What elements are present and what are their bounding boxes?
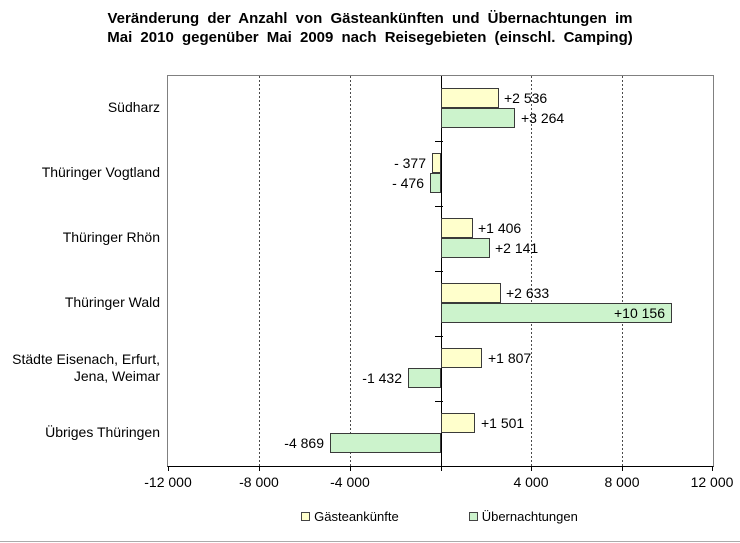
- bar-s1-c4: [408, 368, 441, 388]
- category-label: Thüringer Rhön: [62, 229, 160, 245]
- gridline: [258, 76, 260, 466]
- category-label: Städte Eisenach, Erfurt, Jena, Weimar: [12, 350, 160, 384]
- x-axis-tick-label: 8 000: [604, 474, 640, 490]
- bar-s1-c0: [441, 108, 515, 128]
- bar-s0-c2: [441, 218, 473, 238]
- legend-swatch-uebernachtungen: [468, 512, 478, 521]
- category-axis-labels: Südharz Thüringer Vogtland Thüringer Rhön T…: [0, 75, 160, 465]
- plot-area: +2 536 +3 264 - 377 - 476 +1 406 +2 141 +2 633…: [144, 75, 733, 490]
- legend-swatch-gaesteankuenfte: [301, 512, 311, 521]
- category-boundary-tick: [435, 401, 443, 402]
- bar-value-label: +2 633: [506, 285, 550, 301]
- bar-value-label: +1 406: [478, 220, 522, 236]
- x-axis-tick-label: -4 000: [330, 474, 370, 490]
- bar-s1-c2: [441, 238, 490, 258]
- bar-s0-c1: [432, 153, 441, 173]
- bar-value-label: +3 264: [521, 110, 565, 126]
- legend-item-gaesteankuenfte: Gästeankünfte: [301, 509, 399, 524]
- chart-title: Veränderung der Anzahl von Gästeankünfte…: [107, 10, 633, 46]
- bar-value-label: +1 501: [481, 415, 525, 431]
- category-boundary-tick: [435, 336, 443, 337]
- x-axis-tick-label: -12 000: [144, 474, 192, 490]
- bar-s0-c5: [441, 413, 475, 433]
- bar-value-label: -4 869: [284, 435, 324, 451]
- x-axis-tick: [350, 466, 351, 471]
- bar-value-label: - 377: [394, 155, 426, 171]
- bar-s0-c3: [441, 283, 501, 303]
- x-axis-tick: [712, 466, 713, 471]
- x-axis-tick: [168, 466, 169, 471]
- bar-value-label: +10 156: [614, 305, 665, 321]
- legend: Gästeankünfte Übernachtungen: [167, 509, 712, 524]
- x-axis-tick: [259, 466, 260, 471]
- legend-label-gaesteankuenfte: Gästeankünfte: [314, 509, 399, 524]
- page-bottom-divider: [0, 541, 740, 542]
- bar-s1-c3: [441, 303, 672, 323]
- bar-value-label: +1 807: [488, 350, 532, 366]
- x-axis-tick: [531, 466, 532, 471]
- category-boundary-tick: [435, 141, 443, 142]
- bar-s1-c5: [330, 433, 441, 453]
- gridline: [349, 76, 351, 466]
- bar-s1-c1: [430, 173, 441, 193]
- bar-s0-c0: [441, 88, 499, 108]
- bar-value-label: +2 536: [504, 90, 548, 106]
- bar-value-label: -1 432: [362, 370, 402, 386]
- x-axis-tick-label: 12 000: [690, 474, 734, 490]
- x-axis-tick: [622, 466, 623, 471]
- category-boundary-tick: [435, 206, 443, 207]
- category-label: Südharz: [107, 99, 160, 115]
- gridline: [530, 76, 532, 466]
- x-axis-tick: [441, 466, 442, 471]
- category-label: Übriges Thüringen: [45, 424, 160, 440]
- x-axis-tick-label: 4 000: [513, 474, 549, 490]
- bar-value-label: +2 141: [495, 240, 539, 256]
- category-label: Thüringer Vogtland: [41, 164, 160, 180]
- category-boundary-tick: [435, 271, 443, 272]
- gridline: [621, 76, 623, 466]
- legend-item-uebernachtungen: Übernachtungen: [468, 509, 578, 524]
- category-label: Thüringer Wald: [64, 294, 160, 310]
- bar-value-label: - 476: [392, 175, 424, 191]
- bar-s0-c4: [441, 348, 482, 368]
- x-axis-tick-label: -8 000: [239, 474, 279, 490]
- legend-label-uebernachtungen: Übernachtungen: [481, 509, 578, 524]
